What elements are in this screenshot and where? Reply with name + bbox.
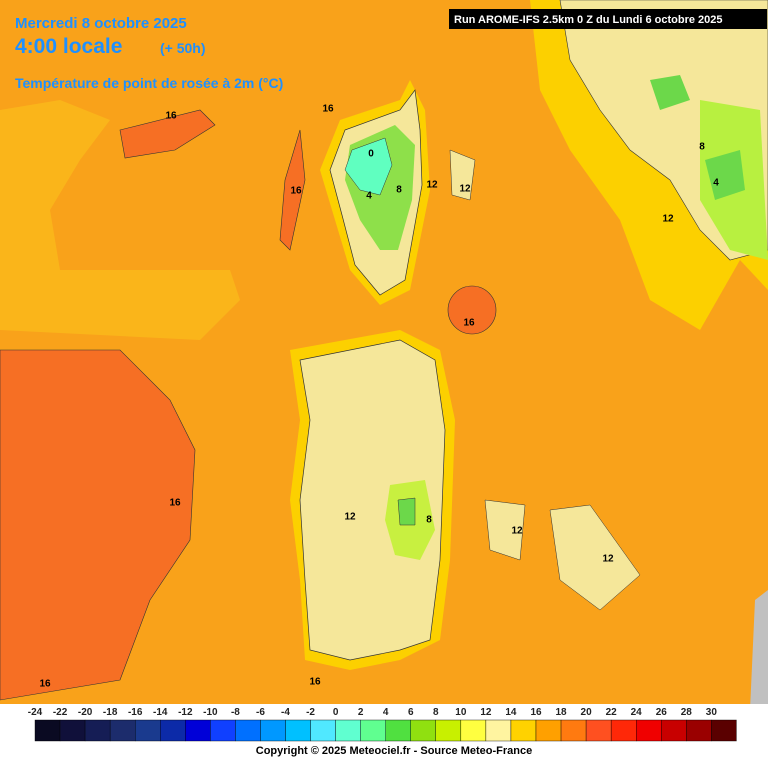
legend-swatch — [560, 719, 587, 742]
contour-label: 16 — [290, 186, 302, 197]
run-info: Run AROME-IFS 2.5km 0 Z du Lundi 6 octob… — [454, 14, 723, 26]
contour-label: 12 — [662, 214, 674, 225]
variable: Température de point de rosée à 2m (°C) — [15, 75, 283, 91]
legend-label: -2 — [306, 707, 315, 718]
legend-swatch — [686, 719, 712, 742]
legend-label: 20 — [581, 707, 593, 718]
legend-swatch — [610, 719, 637, 742]
legend-label: -4 — [281, 707, 290, 718]
run-box — [449, 9, 767, 29]
humid-zone — [0, 349, 196, 701]
contour-label: 16 — [322, 104, 334, 115]
contour-label: 16 — [39, 679, 51, 690]
humid-zone — [447, 285, 497, 335]
legend-label: 18 — [555, 707, 567, 718]
contour-label: 0 — [368, 149, 374, 160]
legend-label: -22 — [53, 707, 68, 718]
legend-swatch — [585, 719, 612, 742]
legend-label: -12 — [178, 707, 193, 718]
legend-swatch — [636, 719, 662, 742]
contour-label: 12 — [511, 526, 523, 537]
legend-swatch — [535, 719, 562, 742]
land-dry — [650, 75, 690, 110]
sea-zone — [484, 499, 526, 561]
legend-swatch — [210, 719, 236, 742]
legend-label: -10 — [203, 707, 218, 718]
legend-label: 26 — [656, 707, 668, 718]
legend-swatch — [260, 719, 286, 742]
contour-label: 4 — [713, 178, 719, 189]
legend-label: -8 — [231, 707, 240, 718]
land-dry — [705, 150, 745, 200]
legend-label: 12 — [480, 707, 492, 718]
legend-swatch — [485, 719, 512, 742]
legend-swatch — [285, 719, 311, 742]
legend-swatch — [134, 719, 161, 742]
legend-swatch — [435, 719, 462, 742]
contour-label: 12 — [459, 184, 471, 195]
corsica-peak — [344, 137, 393, 196]
warm-zone — [0, 100, 240, 340]
contour-label: 16 — [165, 111, 177, 122]
legend-label: -24 — [28, 707, 43, 718]
legend-label: 6 — [408, 707, 414, 718]
sea-zone — [549, 504, 641, 611]
legend-swatch — [109, 719, 136, 742]
contour-label: 12 — [344, 512, 356, 523]
legend-swatch — [510, 719, 537, 742]
legend-label: -6 — [256, 707, 265, 718]
legend-swatch — [360, 719, 386, 742]
contour-label: 16 — [463, 318, 475, 329]
legend-label: -16 — [128, 707, 143, 718]
legend-swatch — [160, 719, 186, 742]
island — [449, 149, 476, 201]
legend-swatch — [310, 719, 336, 742]
no-data — [750, 590, 768, 710]
legend-label: 0 — [333, 707, 339, 718]
legend-swatch — [185, 719, 211, 742]
contour-label: 8 — [426, 515, 432, 526]
legend-label: -20 — [78, 707, 93, 718]
legend-label: 22 — [606, 707, 618, 718]
legend-swatch — [34, 719, 61, 742]
legend-label: -18 — [103, 707, 118, 718]
legend: -24 -22 -20 -18 -16 -14 -12 -10 -8 -6 -4 -2 0 2 4 6 8 10 1… — [28, 707, 737, 742]
contour-labels: 16 16 16 0 4 8 12 12 16 8 4 12 16 12 8 12 12 16 16 — [39, 104, 719, 690]
legend-swatch — [410, 719, 436, 742]
legend-label: 24 — [631, 707, 643, 718]
contour-label: 8 — [699, 142, 705, 153]
date: Mercredi 8 octobre 2025 — [15, 15, 187, 32]
humid-zone — [279, 129, 306, 251]
sardinia-peak — [397, 497, 416, 526]
legend-swatch — [661, 719, 687, 742]
contour-label: 16 — [169, 498, 181, 509]
legend-swatch — [460, 719, 487, 742]
time: 4:00 locale — [15, 35, 122, 58]
legend-label: 2 — [358, 707, 364, 718]
sardinia — [299, 339, 446, 661]
humid-zone — [119, 109, 216, 159]
lead-time: (+ 50h) — [160, 40, 206, 56]
legend-swatch — [59, 719, 86, 742]
legend-label: 8 — [433, 707, 439, 718]
contour-label: 4 — [366, 191, 372, 202]
legend-swatch — [235, 719, 261, 742]
legend-label: 14 — [505, 707, 517, 718]
legend-label: 4 — [383, 707, 389, 718]
legend-label: 30 — [706, 707, 718, 718]
legend-label: 10 — [455, 707, 467, 718]
legend-swatch — [385, 719, 411, 742]
contour-label: 16 — [309, 677, 321, 688]
legend-swatch — [711, 719, 737, 742]
legend-label: 28 — [681, 707, 693, 718]
contour-label: 8 — [396, 185, 402, 196]
legend-swatch — [335, 719, 361, 742]
contour-label: 12 — [602, 554, 614, 565]
legend-label: 16 — [530, 707, 542, 718]
legend-swatch — [84, 719, 111, 742]
legend-label: -14 — [153, 707, 168, 718]
contour-label: 12 — [426, 180, 438, 191]
copyright: Copyright © 2025 Meteociel.fr - Source M… — [256, 745, 532, 757]
